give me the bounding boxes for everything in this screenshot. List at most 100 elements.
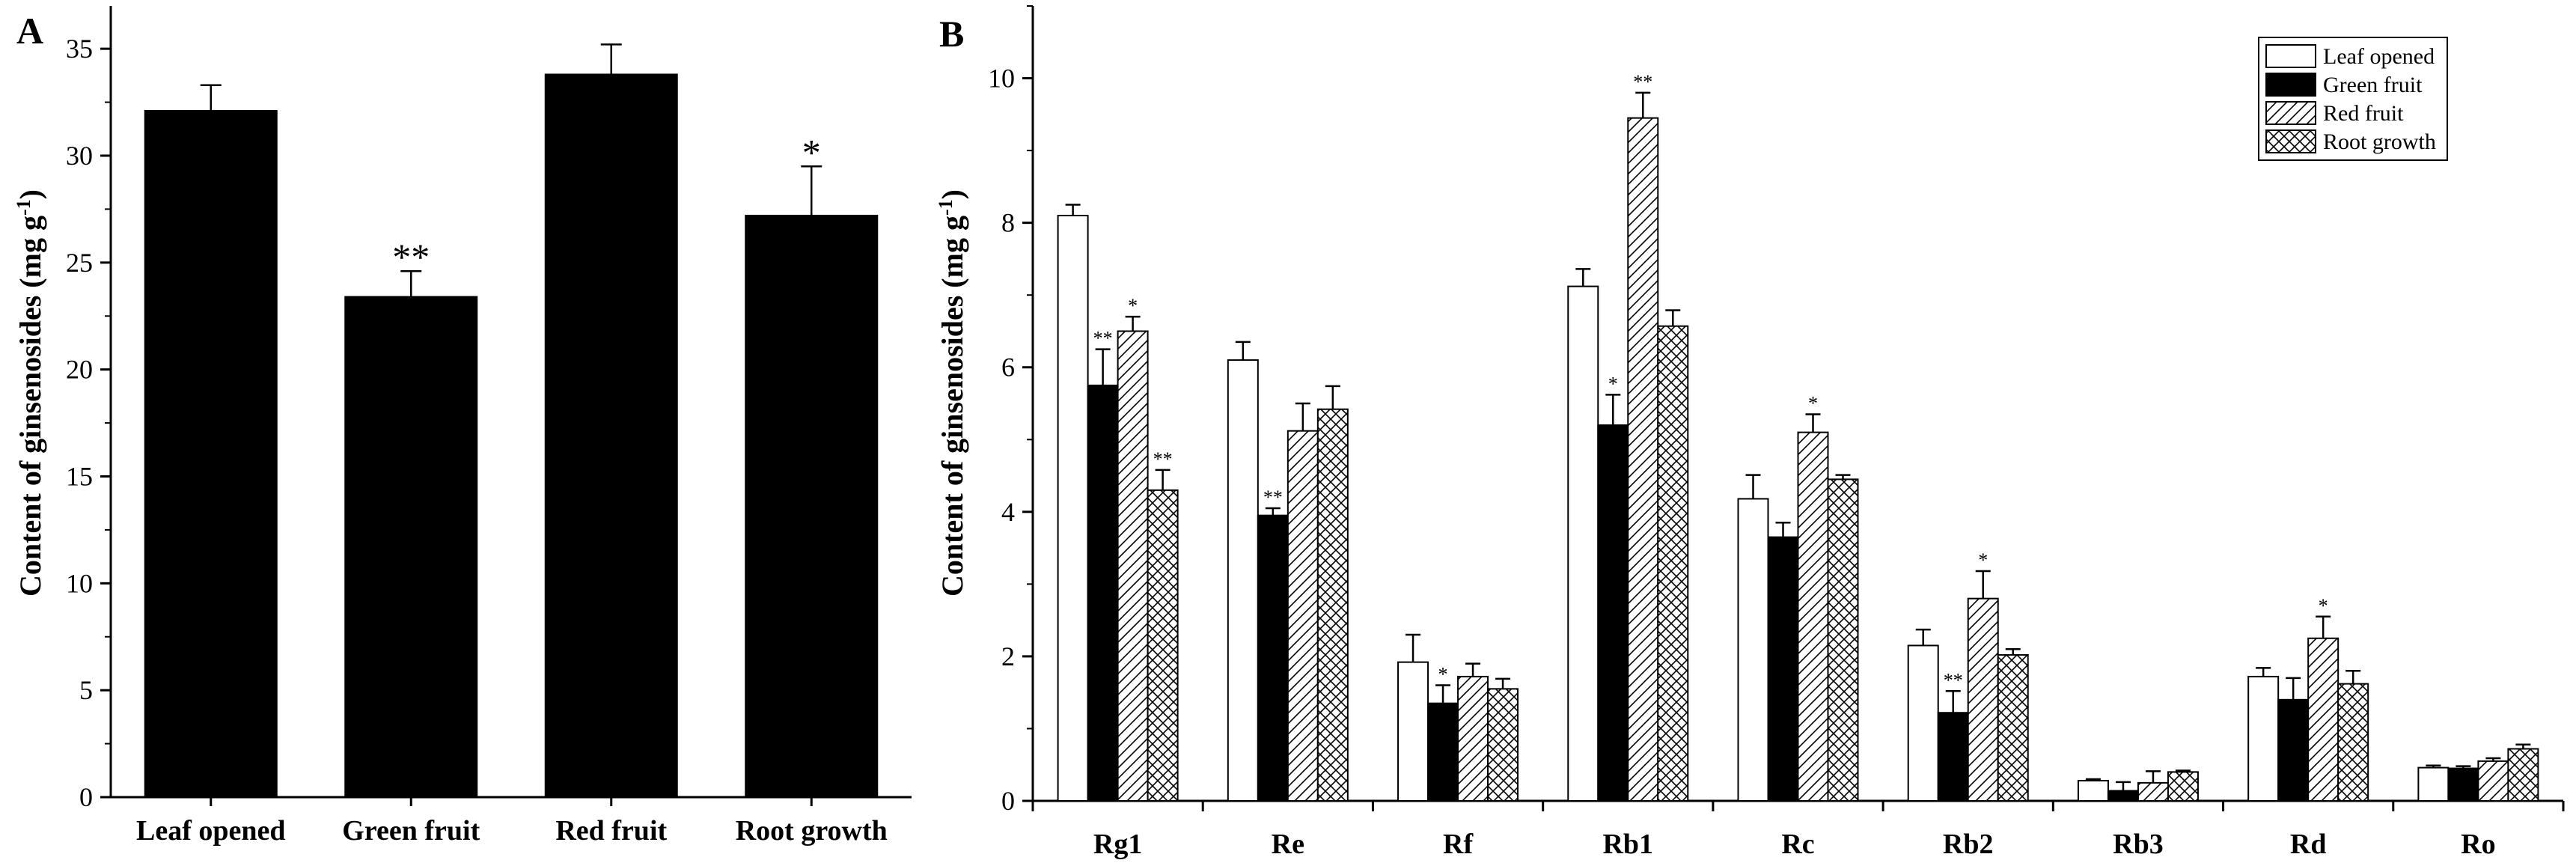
- panel-b-bar: [2337, 683, 2369, 802]
- panel-b-x-tick-label: Rg1: [1093, 829, 1142, 860]
- panel-b-significance-label: *: [1978, 549, 1988, 571]
- panel-b-x-tick-label: Rb1: [1602, 829, 1653, 860]
- panel-b-bar: [1457, 675, 1489, 802]
- panel-a-y-tick-label: 15: [66, 461, 93, 491]
- panel-b-y-tick-label: 10: [988, 64, 1015, 94]
- panel-b-bar: [1117, 330, 1149, 802]
- panel-b-bar: [1997, 653, 2029, 802]
- panel-b-bar: [1147, 489, 1179, 802]
- panel-b-bar: [1567, 285, 1599, 802]
- panel-a-y-tick-label: 20: [66, 355, 93, 385]
- panel-b-bar: [1057, 214, 1089, 802]
- panel-b-bar: [2107, 790, 2139, 802]
- panel-b-legend-swatch: [2265, 129, 2316, 153]
- panel-b-bar: [2167, 771, 2199, 802]
- panel-a-y-tick-label: 35: [66, 34, 93, 64]
- panel-a-x-tick-label: Green fruit: [342, 815, 480, 847]
- panel-b-x-tick-label: Re: [1272, 829, 1304, 860]
- panel-b-bar: [1657, 325, 1689, 802]
- panel-b-significance-label: *: [1438, 664, 1448, 686]
- panel-b-x-tick-label: Rd: [2290, 829, 2327, 860]
- panel-a-bar: [745, 214, 879, 798]
- panel-a-x-tick-label: Root growth: [736, 815, 888, 847]
- panel-b-bar: [1427, 702, 1459, 802]
- panel-b-bar: [2417, 766, 2450, 802]
- panel-a-y-axis: 0 5 10 15 20 25 30 35: [66, 6, 112, 812]
- panel-b-significance-label: **: [1263, 487, 1283, 508]
- panel-b-bar: [1597, 424, 1629, 802]
- panel-b-significance-label: **: [1093, 328, 1113, 350]
- panel-b-bar: [2277, 698, 2310, 802]
- panel-b-bar: [1087, 384, 1119, 802]
- panel-b-legend-label: Root growth: [2323, 129, 2436, 154]
- panel-b-bar: [2477, 760, 2509, 802]
- panel-b-bar: [1287, 430, 1319, 802]
- panel-b-bar: [1316, 408, 1349, 802]
- panel-a-letter: A: [16, 10, 43, 52]
- panel-b-significance-label: **: [1944, 669, 1963, 691]
- panel-a-bar: [144, 109, 278, 798]
- panel-a-bars: ***: [144, 43, 879, 799]
- panel-b-legend-label: Leaf opened: [2323, 44, 2435, 69]
- panel-b-legend-swatch: [2265, 44, 2316, 68]
- panel-b-significance-label: *: [2319, 595, 2328, 617]
- panel-b-x-axis: Rg1 Re Rf Rb1 Rc Rb2 Rb3 Rd Ro: [1031, 799, 2565, 860]
- panel-b-bar: [1257, 514, 1289, 802]
- panel-a-bar: [544, 73, 678, 799]
- panel-b-bar: [1487, 688, 1519, 802]
- panel-b-x-tick-label: Rb2: [1943, 829, 1994, 860]
- panel-b-bar: [1627, 117, 1659, 802]
- panel-a-x-axis: Leaf opened Green fruit Red fruit Root grow…: [111, 796, 912, 847]
- panel-b-legend-swatch: [2265, 73, 2316, 97]
- panel-b-letter: B: [939, 13, 964, 55]
- panel-b-bar: [2137, 781, 2169, 802]
- panel-b-bar: [1397, 661, 1429, 802]
- panel-b-x-tick-label: Ro: [2461, 829, 2495, 860]
- panel-b-bar: [2247, 675, 2280, 802]
- panel-a-y-tick-label: 10: [66, 568, 93, 598]
- panel-a-significance-label: **: [392, 236, 430, 278]
- panel-b-bar: [1967, 597, 1999, 802]
- panel-b-bar: [2307, 637, 2340, 802]
- panel-b-significance-label: *: [1608, 373, 1618, 394]
- panel-a-x-tick-label: Red fruit: [555, 815, 667, 847]
- panel-b-y-tick-label: 4: [1001, 497, 1015, 527]
- panel-b-bar: [1227, 359, 1259, 802]
- panel-b-legend-label: Red fruit: [2323, 101, 2404, 126]
- panel-a-bar: [344, 296, 478, 798]
- panel-b-x-tick-label: Rb3: [2113, 829, 2164, 860]
- panel-b-y-tick-label: 6: [1001, 353, 1015, 382]
- panel-a-y-tick-label: 30: [66, 141, 93, 171]
- panel-a: A 0 5 10 15 20 25 30 35 Leaf opened Green fruit R…: [13, 6, 912, 847]
- panel-a-y-tick-label: 0: [79, 782, 93, 812]
- panel-b-y-axis-title: Content of ginsenosides (mg g-1): [935, 189, 969, 597]
- panel-b-y-tick-label: 0: [1001, 786, 1015, 816]
- panel-a-y-tick-label: 5: [79, 675, 93, 705]
- panel-b-legend-label: Green fruit: [2323, 73, 2423, 97]
- panel-b-significance-label: *: [1128, 295, 1138, 317]
- panel-b-bar: [1827, 478, 1859, 802]
- panel-b-y-tick-label: 2: [1001, 641, 1015, 671]
- panel-b-x-tick-label: Rf: [1443, 829, 1474, 860]
- panel-b-legend: Leaf opened Green fruit Red fruit Root grow…: [2258, 37, 2448, 161]
- panel-b-y-tick-label: 8: [1001, 208, 1015, 238]
- panel-a-y-axis-title: Content of ginsenosides (mg g-1): [13, 189, 47, 597]
- panel-b-bar: [1907, 644, 1939, 802]
- panel-b-legend-swatch: [2265, 101, 2316, 125]
- panel-b-bar: [1737, 498, 1769, 802]
- panel-b-significance-label: *: [1808, 392, 1818, 414]
- panel-a-x-tick-label: Leaf opened: [136, 815, 286, 847]
- panel-b-significance-label: **: [1633, 71, 1652, 93]
- panel-a-y-tick-label: 25: [66, 248, 93, 278]
- panel-b-bar: [2077, 779, 2109, 802]
- panel-b-x-tick-label: Rc: [1781, 829, 1814, 860]
- panel-b-bar: [2447, 767, 2479, 802]
- panel-b-bar: [1797, 431, 1829, 802]
- panel-b-bar: [1937, 712, 1969, 802]
- panel-a-significance-label: *: [802, 131, 821, 173]
- panel-b-significance-label: **: [1153, 448, 1173, 470]
- panel-b-bar: [1767, 536, 1799, 802]
- panel-b-bars: ****************: [1057, 71, 2539, 802]
